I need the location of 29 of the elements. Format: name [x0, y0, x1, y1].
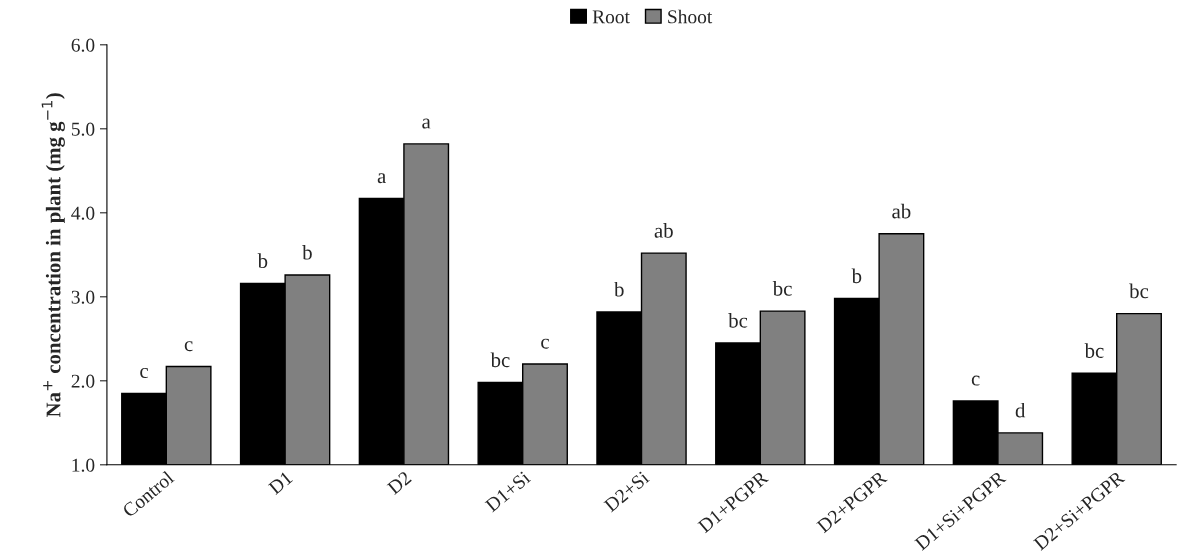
y-tick-label: 1.0	[72, 458, 95, 472]
data-label: bc	[490, 352, 510, 368]
data-label: b	[851, 268, 862, 284]
data-label: bc	[1129, 283, 1149, 299]
data-label: b	[302, 244, 312, 260]
data-label: a	[377, 173, 386, 184]
legend-label: Root	[592, 10, 630, 24]
data-label: bc	[728, 313, 748, 328]
data-label: bc	[772, 281, 792, 296]
data-label: c	[541, 338, 549, 349]
data-label: b	[614, 281, 624, 297]
data-label: b	[257, 253, 268, 269]
legend-label: Shoot	[668, 9, 713, 24]
y-tick-label: 2.0	[71, 374, 95, 388]
data-label: c	[971, 375, 980, 386]
data-label: a	[422, 118, 431, 129]
data-label: bc	[1084, 343, 1104, 358]
data-label: c	[184, 341, 193, 352]
data-label: d	[1015, 402, 1026, 418]
y-tick-label: 4.0	[71, 206, 95, 220]
x-tick-label: D1	[267, 470, 293, 495]
y-tick-label: 6.0	[71, 38, 95, 52]
data-label: ab	[892, 203, 911, 219]
data-label: c	[140, 368, 149, 379]
data-label: ab	[654, 223, 673, 238]
y-tick-label: 5.0	[71, 122, 95, 136]
y-axis-title: Na$^{+}$ concentration in plant (mg g$^{−1}$)	[41, 93, 65, 418]
x-tick-label: D2	[386, 470, 412, 495]
y-tick-label: 3.0	[71, 290, 95, 304]
